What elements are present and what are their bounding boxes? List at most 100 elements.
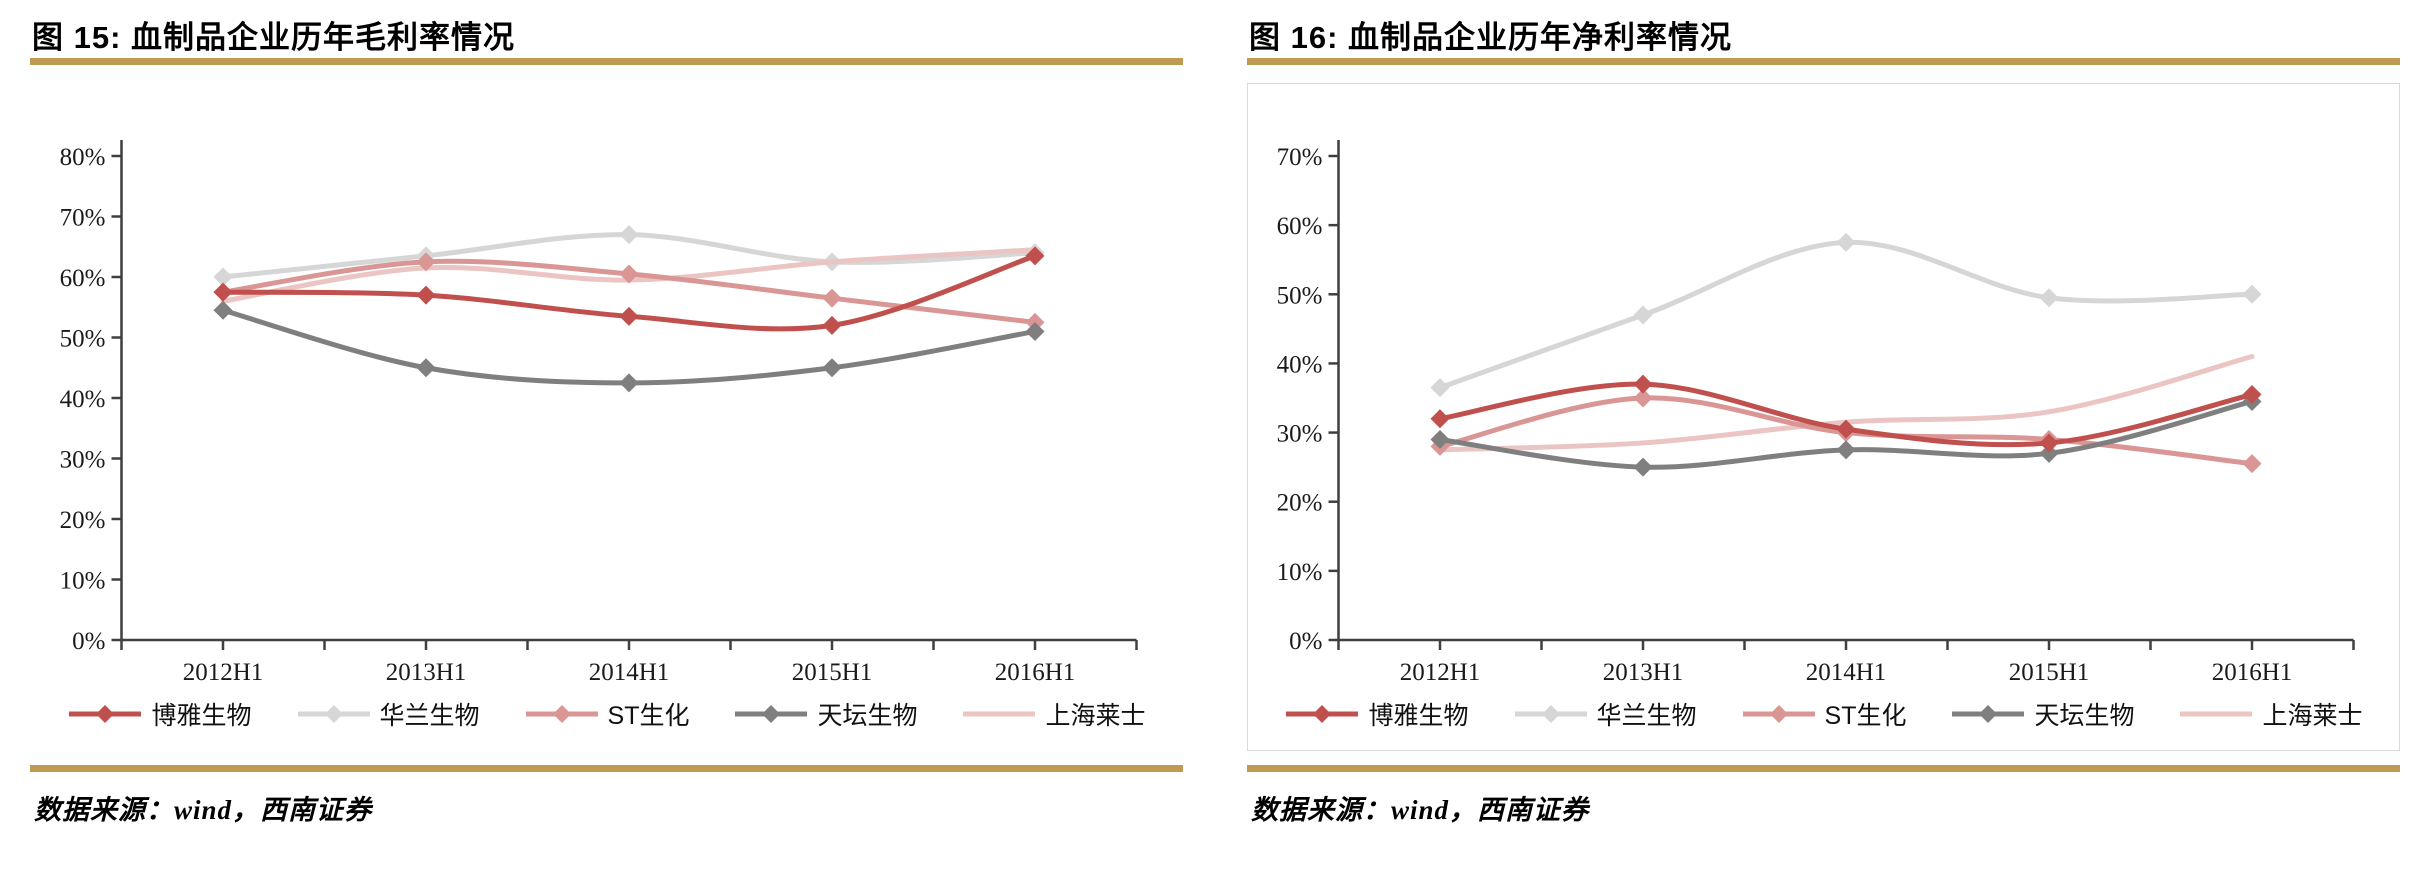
- x-category-label: 2012H1: [1400, 659, 1481, 686]
- legend-label: 上海莱士: [2262, 702, 2363, 730]
- legend-label: 天坛生物: [2034, 702, 2135, 730]
- data-point-天坛生物: [213, 300, 233, 320]
- data-point-天坛生物: [416, 358, 436, 378]
- figure-15-chart-area: 0% 10% 20% 30% 40% 50% 60% 70% 80% 2012H1 2013H1 20…: [30, 83, 1183, 751]
- figure-16-chart-area: 0% 10% 20% 30% 40% 50% 60% 70% 2012H1 2013H1 2014H…: [1247, 83, 2400, 751]
- y-tick-label: 10%: [1277, 559, 1323, 586]
- y-tick-label: 50%: [1277, 282, 1323, 309]
- legend-label: 华兰生物: [379, 702, 480, 730]
- legend-swatch-icon: [1514, 705, 1587, 723]
- y-tick-label: 40%: [60, 386, 106, 413]
- x-category-label: 2014H1: [1806, 659, 1887, 686]
- data-point-博雅生物: [416, 285, 436, 305]
- legend-marker: [1979, 705, 1998, 723]
- legend-swatch-icon: [297, 705, 370, 723]
- y-tick-label: 0%: [72, 628, 105, 655]
- legend-swatch-icon: [1952, 705, 2025, 723]
- legend-item-博雅生物: 博雅生物: [67, 696, 252, 732]
- data-point-博雅生物: [213, 282, 233, 302]
- legend-swatch-icon: [735, 705, 808, 723]
- y-tick-label: 60%: [1277, 213, 1323, 240]
- figure-16-source-note: 数据来源：wind，西南证券: [1251, 795, 1590, 825]
- legend-marker: [1313, 705, 1332, 723]
- data-point-ST生化: [1633, 388, 1653, 408]
- legend-item-ST生化: ST生化: [1741, 696, 1907, 732]
- data-point-天坛生物: [1836, 440, 1856, 460]
- data-point-华兰生物: [1430, 378, 1450, 398]
- legend-swatch-icon: [2180, 711, 2253, 717]
- legend-item-华兰生物: 华兰生物: [296, 696, 480, 732]
- data-point-ST生化: [619, 264, 639, 284]
- x-category-label: 2012H1: [183, 659, 264, 686]
- legend-swatch-icon: [963, 711, 1036, 717]
- figure-15-source-note: 数据来源：wind，西南证券: [34, 795, 373, 825]
- legend-label: 天坛生物: [817, 702, 918, 730]
- y-tick-label: 70%: [1277, 144, 1323, 171]
- data-point-博雅生物: [1430, 409, 1450, 429]
- x-category-label: 2016H1: [2212, 659, 2293, 686]
- data-point-华兰生物: [2242, 284, 2262, 304]
- legend-item-天坛生物: 天坛生物: [733, 696, 917, 732]
- series-line-华兰生物: [1437, 239, 2255, 391]
- data-point-天坛生物: [822, 358, 842, 378]
- legend-marker: [1769, 705, 1788, 723]
- data-point-博雅生物: [2242, 385, 2262, 405]
- legend-swatch-icon: [1286, 705, 1359, 723]
- y-tick-label: 20%: [60, 507, 106, 534]
- y-tick-label: 70%: [60, 205, 106, 232]
- figure-15-bottom-rule: [30, 765, 1183, 772]
- figure-16-bottom-rule: [1247, 765, 2400, 772]
- legend-marker: [324, 705, 343, 723]
- legend-swatch-icon: [1742, 705, 1815, 723]
- data-point-ST生化: [2242, 454, 2262, 474]
- legend-label: ST生化: [1824, 702, 1907, 730]
- x-category-label: 2015H1: [2009, 659, 2090, 686]
- x-category-label: 2015H1: [792, 659, 873, 686]
- figure-16-legend: 博雅生物 华兰生物 ST生化 天坛生物 上海莱士: [1254, 696, 2393, 732]
- net-margin-line-chart: 0% 10% 20% 30% 40% 50% 60% 70% 2012H1 2013H1 2014H…: [1277, 140, 2355, 686]
- y-tick-label: 0%: [1289, 628, 1322, 655]
- legend-item-ST生化: ST生化: [524, 696, 690, 732]
- x-category-label: 2013H1: [386, 659, 467, 686]
- data-point-华兰生物: [1633, 305, 1653, 325]
- x-category-label: 2014H1: [589, 659, 670, 686]
- data-point-博雅生物: [2039, 433, 2059, 453]
- legend-marker: [762, 705, 781, 723]
- y-tick-label: 40%: [1277, 351, 1323, 378]
- data-point-天坛生物: [619, 373, 639, 393]
- data-point-天坛生物: [1633, 457, 1653, 477]
- legend-marker: [96, 705, 115, 723]
- y-tick-label: 50%: [60, 326, 106, 353]
- legend-label: ST生化: [607, 702, 690, 730]
- x-category-label: 2013H1: [1603, 659, 1684, 686]
- legend-item-华兰生物: 华兰生物: [1513, 696, 1697, 732]
- y-tick-label: 10%: [60, 568, 106, 595]
- figure-15-title-rule: [30, 58, 1183, 65]
- legend-label: 上海莱士: [1045, 702, 1146, 730]
- data-point-博雅生物: [1633, 374, 1653, 394]
- figure-16-title: 图 16: 血制品企业历年净利率情况: [1249, 20, 1733, 55]
- data-point-博雅生物: [822, 315, 842, 335]
- legend-marker: [1541, 705, 1560, 723]
- data-point-博雅生物: [1836, 419, 1856, 439]
- data-point-华兰生物: [619, 225, 639, 245]
- legend-item-天坛生物: 天坛生物: [1950, 696, 2134, 732]
- legend-label: 博雅生物: [1368, 702, 1469, 730]
- data-point-华兰生物: [213, 267, 233, 287]
- y-tick-label: 30%: [60, 447, 106, 474]
- legend-swatch-icon: [69, 705, 142, 723]
- legend-label: 华兰生物: [1596, 702, 1697, 730]
- data-point-华兰生物: [2039, 288, 2059, 308]
- x-category-label: 2016H1: [995, 659, 1076, 686]
- data-point-ST生化: [416, 252, 436, 272]
- figures-row: 图 15: 血制品企业历年毛利率情况 0% 10% 20% 30% 40% 50% 60% 7…: [30, 6, 2400, 827]
- data-point-博雅生物: [1025, 246, 1045, 266]
- legend-item-博雅生物: 博雅生物: [1284, 696, 1469, 732]
- gross-margin-line-chart: 0% 10% 20% 30% 40% 50% 60% 70% 80% 2012H1 2013H1 20…: [60, 140, 1138, 686]
- data-point-天坛生物: [1430, 429, 1450, 449]
- figure-15: 图 15: 血制品企业历年毛利率情况 0% 10% 20% 30% 40% 50% 60% 7…: [30, 6, 1183, 827]
- data-point-ST生化: [822, 288, 842, 308]
- data-point-天坛生物: [1025, 321, 1045, 341]
- figure-16-title-rule: [1247, 58, 2400, 65]
